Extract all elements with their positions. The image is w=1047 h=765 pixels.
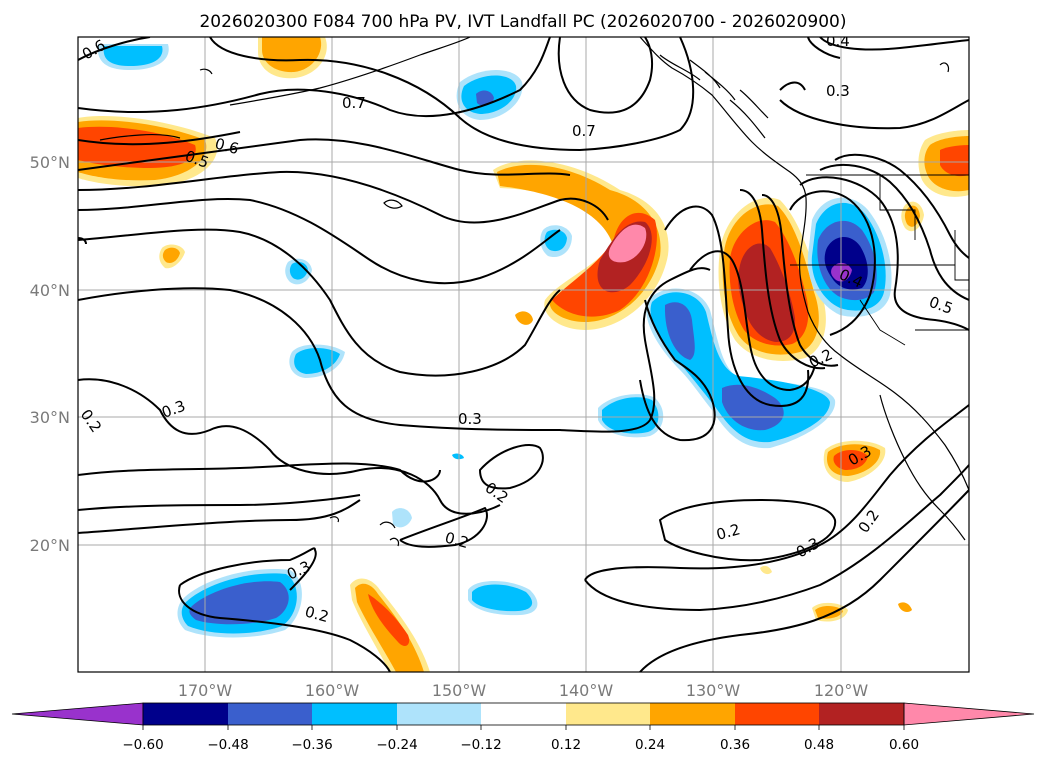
- coastlines: [99, 37, 969, 547]
- colorbar-bin: [566, 703, 650, 725]
- contour-label: 0.2: [443, 528, 471, 552]
- lon-label: 150°W: [432, 681, 487, 700]
- negative-anomaly-inland: [807, 197, 892, 317]
- colorbar: −0.60 −0.48 −0.36 −0.24 −0.12 0.12 0.24 …: [11, 702, 1035, 753]
- lon-label: 170°W: [178, 681, 233, 700]
- contour-label: 0.3: [826, 82, 850, 100]
- colorbar-tick-label: 0.12: [551, 737, 581, 753]
- lon-label: 130°W: [686, 681, 741, 700]
- lat-label: 50°N: [30, 153, 70, 172]
- contour-label: 0.7: [572, 122, 596, 140]
- map-panel: 0.6 0.5 0.6 0.7 0.7 0.4 0.3 0.4 0.5 0.2 …: [77, 32, 970, 673]
- colorbar-tick-label: 0.24: [635, 737, 665, 753]
- contour-label: 0.4: [826, 32, 850, 50]
- lat-label: 20°N: [30, 536, 70, 555]
- negative-anomaly-north-pacific: [456, 70, 523, 120]
- colorbar-tick-label: −0.48: [207, 737, 248, 753]
- colorbar-tick-label: −0.24: [376, 737, 417, 753]
- contour-label: 0.3: [458, 410, 482, 428]
- contour-label: 0.2: [303, 602, 331, 626]
- contour-label: 0.7: [342, 94, 366, 112]
- colorbar-tick-label: −0.36: [291, 737, 332, 753]
- colorbar-tick-label: −0.12: [460, 737, 501, 753]
- colorbar-tick-label: 0.60: [889, 737, 919, 753]
- lat-label: 40°N: [30, 281, 70, 300]
- colorbar-bin: [312, 703, 397, 725]
- lon-label: 120°W: [814, 681, 869, 700]
- colorbar-tick-label: 0.36: [720, 737, 750, 753]
- contour-label: 0.2: [714, 520, 742, 544]
- colorbar-tick-label: −0.60: [122, 737, 163, 753]
- figure-title: 2026020300 F084 700 hPa PV, IVT Landfall…: [199, 12, 846, 32]
- colorbar-bin: [650, 703, 735, 725]
- colorbar-tick-label: 0.48: [804, 737, 834, 753]
- colorbar-extend-max: [903, 702, 1035, 726]
- positive-anomaly-south: [350, 578, 430, 672]
- ivt-contours: [78, 37, 969, 672]
- positive-anomaly-northeast: [901, 130, 969, 232]
- positive-anomaly-top: [258, 37, 327, 79]
- lat-label: 30°N: [30, 408, 70, 427]
- positive-anomaly-central: [493, 160, 669, 330]
- lon-label: 140°W: [559, 681, 614, 700]
- contour-label: 0.6: [213, 134, 241, 158]
- colorbar-bin: [143, 703, 228, 725]
- small-anomaly-spots: [392, 453, 912, 622]
- negative-anomaly-southwest: [177, 569, 302, 638]
- colorbar-bin: [481, 703, 566, 725]
- negative-anomaly-south-central: [468, 581, 538, 616]
- latitude-labels: 50°N 40°N 30°N 20°N: [30, 153, 70, 555]
- negative-anomaly-small: [159, 225, 572, 378]
- colorbar-extend-min: [11, 702, 144, 726]
- positive-anomaly-baja: [823, 440, 886, 482]
- positive-anomaly-nw: [78, 116, 218, 187]
- lon-label: 160°W: [305, 681, 360, 700]
- negative-anomaly-top-left: [97, 44, 169, 70]
- longitude-labels: 170°W 160°W 150°W 140°W 130°W 120°W: [178, 681, 869, 700]
- colorbar-bin: [735, 703, 819, 725]
- colorbar-bin: [819, 703, 904, 725]
- colorbar-bin: [397, 703, 481, 725]
- map-frame: [77, 36, 970, 673]
- colorbar-bin: [228, 703, 312, 725]
